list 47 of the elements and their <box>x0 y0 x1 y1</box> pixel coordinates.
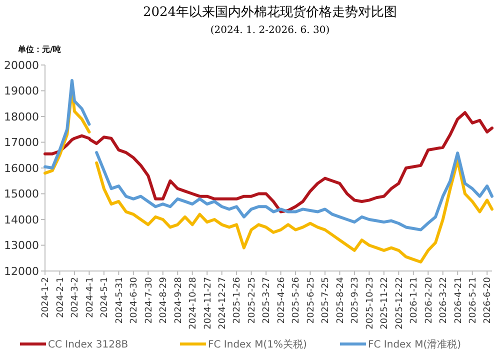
x-tick-label: 2026-3-22 <box>439 277 450 324</box>
legend-label: FC Index M(滑准税) <box>368 338 462 350</box>
y-axis-title: 单位：元/吨 <box>17 44 61 54</box>
y-tick-label: 16000 <box>4 162 39 175</box>
x-tick-label: 2026-1-21 <box>410 277 420 324</box>
x-tick-label: 2025-3-27 <box>262 277 272 324</box>
x-tick-label: 2024-5-1 <box>100 277 110 318</box>
y-tick-label: 13000 <box>4 239 39 252</box>
x-tick-label: 2025-7-25 <box>321 277 332 324</box>
chart-subtitle: (2024. 1. 2-2026. 6. 30) <box>210 25 330 36</box>
chart-title: 2024年以来国内外棉花现货价格走势对比图 <box>142 5 398 20</box>
line-series <box>44 111 494 214</box>
x-tick-label: 2026-6-20 <box>483 276 494 324</box>
x-tick-label: 2024-4-1 <box>85 277 96 318</box>
x-tick-label: 2025-8-24 <box>336 276 346 324</box>
y-tick-label: 15000 <box>4 188 39 201</box>
y-tick-label: 12000 <box>4 264 39 278</box>
x-tick-label: 2025-10-23 <box>365 277 376 330</box>
x-tick-label: 2024-3-2 <box>70 277 81 318</box>
y-tick-label: 20000 <box>4 58 39 72</box>
x-tick-label: 2026-5-21 <box>468 277 478 324</box>
x-tick-label: 2024-6-30 <box>130 276 140 324</box>
x-tick-label: 2024-10-28 <box>188 276 199 330</box>
legend-label: FC Index M(1%关税) <box>208 338 308 350</box>
x-tick-label: 2025-4-26 <box>276 276 287 324</box>
x-tick-label: 2025-11-22 <box>380 277 390 330</box>
legend-label: CC Index 3128B <box>48 340 128 350</box>
x-tick-label: 2024-9-28 <box>174 276 184 324</box>
x-tick-label: 2024-5-31 <box>114 277 125 324</box>
x-tick-label: 2024-1-2 <box>41 277 52 318</box>
x-tick-label: 2026-4-21 <box>454 277 464 324</box>
x-tick-label: 2025-1-26 <box>232 276 243 324</box>
x-tick-label: 2025-6-25 <box>306 277 316 324</box>
x-tick-label: 2024-8-29 <box>159 276 170 324</box>
x-tick-label: 2025-9-23 <box>350 277 361 324</box>
y-tick-label: 14000 <box>4 213 39 226</box>
x-tick-label: 2024-7-30 <box>144 276 154 324</box>
x-tick-label: 2025-5-26 <box>292 276 302 324</box>
y-tick-label: 19000 <box>4 84 39 98</box>
x-tick-label: 2024-2-1 <box>56 277 66 318</box>
y-tick-label: 18000 <box>4 110 39 124</box>
x-tick-label: 2026-2-20 <box>424 276 434 324</box>
x-tick-label: 2025-12-22 <box>394 277 405 330</box>
x-tick-label: 2024-12-27 <box>218 277 228 330</box>
y-tick-label: 17000 <box>4 136 39 150</box>
x-tick-label: 2024-11-27 <box>203 277 214 330</box>
x-tick-label: 2025-2-25 <box>247 277 258 324</box>
